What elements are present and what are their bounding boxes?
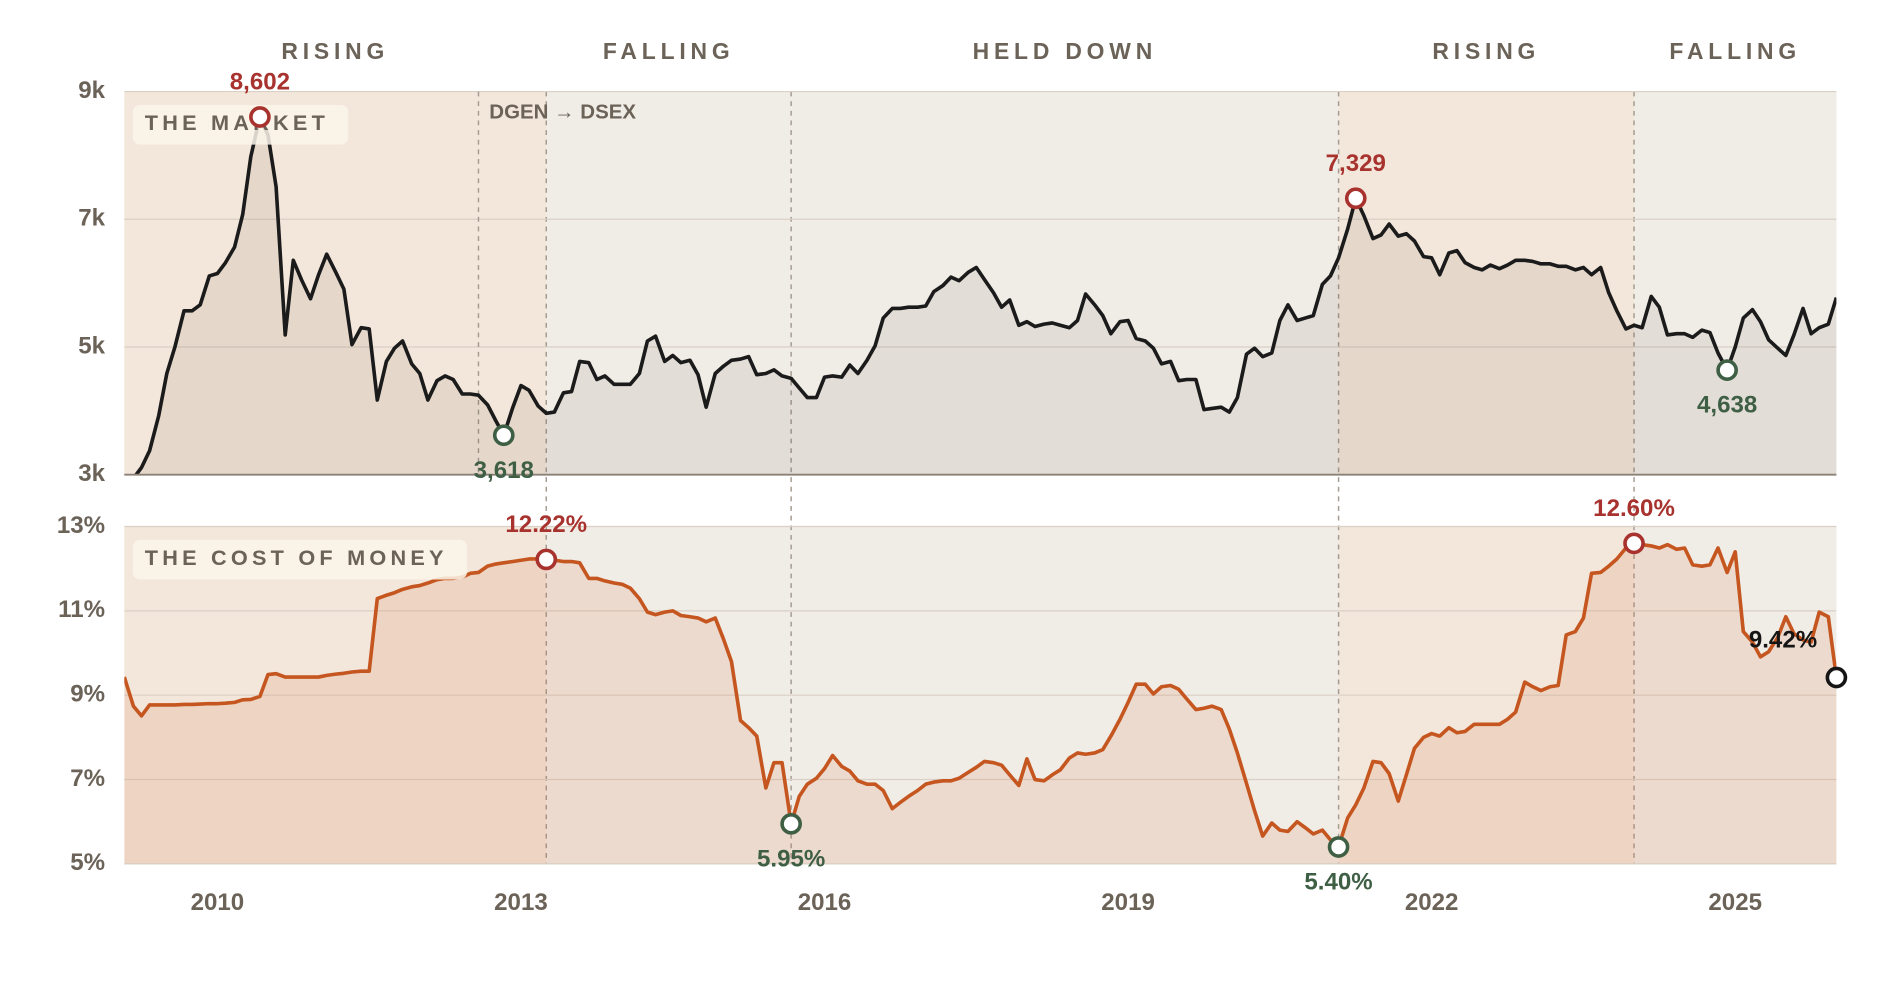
y-tick-label: 13% <box>57 512 105 539</box>
note-label: DGEN → DSEX <box>489 101 636 124</box>
annotation-marker <box>780 812 802 835</box>
panel-title: THE COST OF MONEY <box>145 545 448 570</box>
phase-band <box>546 91 792 475</box>
y-tick-label: 9k <box>78 77 105 104</box>
x-tick-label: 2019 <box>1101 889 1155 916</box>
series-area <box>124 116 1837 475</box>
x-tick-label: 2010 <box>191 889 245 916</box>
panel-title-box <box>132 104 349 145</box>
series-group <box>124 541 1837 864</box>
panel-title-box <box>132 539 467 580</box>
annotation-label: 7,329 <box>1326 150 1386 177</box>
series-line <box>124 541 1837 849</box>
y-tick-label: 5k <box>78 332 105 359</box>
panel-title: THE MARKET <box>145 110 329 135</box>
x-tick-label: 2022 <box>1405 889 1459 916</box>
phase-label: RISING <box>1432 38 1540 64</box>
y-tick-label: 11% <box>58 596 105 623</box>
phase-band <box>124 91 547 475</box>
annotation-label: 5.40% <box>1304 869 1372 896</box>
series-line <box>133 115 1837 475</box>
phase-band <box>1634 91 1837 475</box>
phase-band <box>1338 91 1635 475</box>
annotation-marker <box>1327 836 1350 858</box>
series-group <box>124 115 1837 475</box>
x-tick-label: 2016 <box>798 889 852 916</box>
y-tick-label: 7k <box>78 205 105 232</box>
y-tick-label: 5% <box>70 849 105 876</box>
annotation-label: 12.60% <box>1593 495 1675 522</box>
phase-label: HELD DOWN <box>973 38 1157 64</box>
x-tick-label: 2025 <box>1708 889 1762 916</box>
annotation-marker <box>1716 359 1738 381</box>
annotation-marker <box>1825 666 1848 689</box>
annotation-label: 4,638 <box>1697 392 1757 419</box>
annotation-label: 9.42% <box>1749 627 1817 654</box>
annotation-label: 12.22% <box>505 511 587 538</box>
annotation-marker <box>1623 532 1645 555</box>
phase-band <box>791 91 1339 475</box>
annotation-label: 8,602 <box>230 69 290 96</box>
x-tick-label: 2013 <box>494 889 548 916</box>
phase-label: RISING <box>281 38 389 64</box>
annotation-label: 5.95% <box>757 845 825 872</box>
annotation-marker <box>1344 187 1367 210</box>
annotation-marker <box>492 424 515 447</box>
phase-label: FALLING <box>603 38 735 64</box>
y-tick-label: 7% <box>70 765 105 792</box>
y-tick-label: 9% <box>70 681 105 708</box>
series-area <box>124 543 1837 864</box>
annotation-marker <box>249 106 271 128</box>
y-tick-label: 3k <box>78 460 105 487</box>
annotation-marker <box>535 548 558 571</box>
phase-label: FALLING <box>1669 38 1801 64</box>
annotation-label: 3,618 <box>474 457 534 484</box>
